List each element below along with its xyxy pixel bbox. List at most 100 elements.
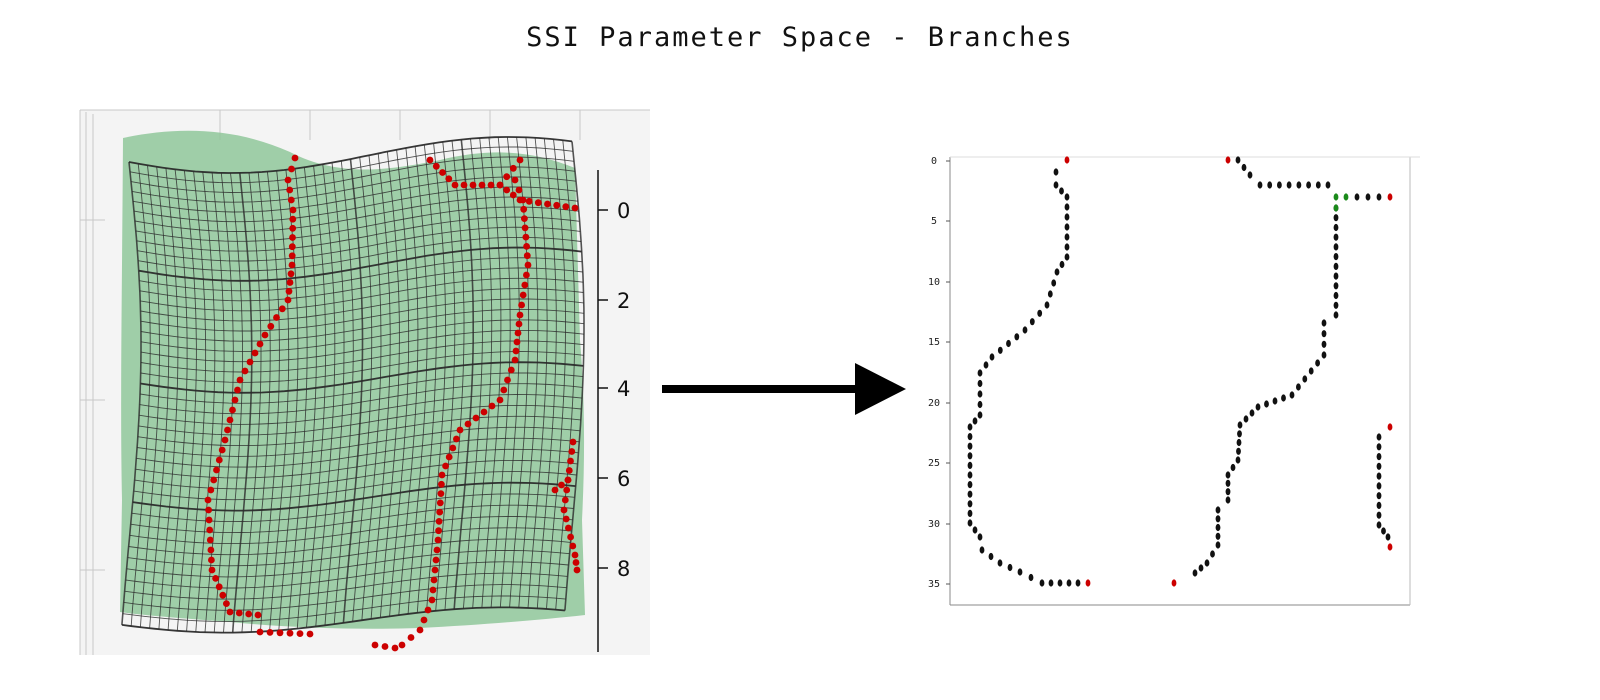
branch-node: [439, 169, 446, 176]
axis-tick-label: 8: [617, 557, 630, 581]
branch-node: [287, 270, 295, 278]
branch-node: [967, 461, 973, 469]
branch-node: [1376, 472, 1382, 480]
branch-node: [519, 291, 527, 299]
branch-node: [221, 436, 229, 444]
branch-node: [967, 433, 973, 441]
branch-node: [207, 486, 215, 494]
branch-node: [521, 281, 529, 289]
branch-node: [967, 442, 973, 450]
axis-tick-label: 6: [617, 467, 630, 491]
branch-node: [208, 556, 215, 564]
branch-node: [215, 583, 223, 591]
branch-node: [1321, 340, 1327, 348]
branch-node: [571, 204, 579, 212]
branch-node: [1237, 430, 1242, 438]
branch-node: [967, 490, 973, 498]
branch-node: [451, 181, 459, 189]
branch-nodes-2d: [967, 156, 1393, 587]
branch-node: [544, 200, 551, 208]
y-tick-label: 35: [928, 579, 940, 590]
branch-node: [1333, 233, 1339, 241]
branch-node: [523, 271, 530, 279]
branch-node: [511, 176, 519, 184]
branch-node: [1281, 394, 1286, 402]
branch-node: [1365, 193, 1371, 201]
figure-title: SSI Parameter Space - Branches: [526, 22, 1074, 53]
branch-node: [445, 175, 453, 183]
branch-node: [1047, 290, 1053, 298]
axis-tick-label: 0: [617, 199, 630, 223]
branch-node: [1225, 156, 1231, 164]
branch-node: [514, 329, 522, 337]
branch-node: [1215, 532, 1221, 540]
y-tick-label: 25: [928, 458, 940, 469]
branch-node: [288, 165, 295, 173]
branch-node: [967, 471, 973, 479]
branch-node: [977, 369, 983, 377]
branch-node: [1243, 415, 1249, 423]
branch-node: [487, 181, 495, 189]
branch-node: [229, 406, 236, 414]
branch-node: [431, 566, 439, 574]
branch-node: [1387, 423, 1393, 431]
branch-node: [1064, 156, 1070, 164]
branch-node: [453, 435, 460, 443]
branch-node: [569, 542, 577, 550]
branch-node: [988, 552, 994, 561]
branch-node: [565, 467, 573, 474]
branch-node: [291, 154, 299, 162]
branch-node: [1315, 359, 1320, 367]
branch-node: [1171, 579, 1177, 587]
branch-node: [1387, 193, 1393, 201]
branch-node: [989, 353, 995, 361]
branch-node: [1296, 181, 1302, 189]
branch-node: [997, 559, 1003, 567]
branch-node: [972, 526, 978, 534]
branch-node: [1277, 181, 1282, 189]
branch-node: [1333, 223, 1339, 232]
branch-node: [398, 641, 406, 649]
branch-node: [1376, 453, 1382, 461]
branch-node: [306, 630, 314, 638]
branch-node: [1376, 433, 1382, 441]
branch-node: [1235, 456, 1241, 464]
branch-node: [1028, 573, 1034, 582]
branch-node: [551, 486, 559, 494]
branch-node: [1321, 319, 1327, 327]
branch-node: [562, 515, 570, 523]
branch-node: [572, 559, 580, 566]
branch-node: [573, 566, 581, 574]
branch-node: [521, 215, 528, 222]
branch-node: [246, 358, 254, 366]
branch-node: [235, 609, 243, 617]
branch-node: [1376, 521, 1382, 529]
branch-node: [496, 396, 504, 404]
branch-node: [1017, 568, 1023, 576]
branch-node: [469, 181, 477, 189]
y-tick-label: 30: [928, 519, 940, 530]
branch-node: [437, 490, 445, 497]
branch-node: [1296, 383, 1301, 391]
branch-node: [215, 456, 223, 464]
branch-node: [226, 416, 234, 424]
branch-node: [1333, 253, 1339, 261]
branch-node: [1376, 501, 1382, 509]
branch-node: [1037, 309, 1043, 317]
branch-node: [1044, 301, 1050, 309]
branch-node: [979, 546, 985, 554]
branch-node: [496, 181, 504, 189]
branch-node: [205, 516, 213, 524]
branch-node: [1333, 243, 1339, 251]
branch-node: [1333, 311, 1339, 319]
branch-node: [286, 279, 294, 286]
branch-plot-2d: 0 5 10 15 20 25 30 35: [928, 156, 1420, 606]
branch-node: [208, 566, 216, 574]
branch-node: [977, 379, 983, 388]
branch-node: [1376, 492, 1382, 500]
branch-node: [428, 596, 436, 604]
branch-node: [567, 533, 574, 541]
branch-node: [278, 305, 286, 313]
branch-node: [1302, 375, 1308, 383]
branch-node: [1321, 330, 1327, 338]
